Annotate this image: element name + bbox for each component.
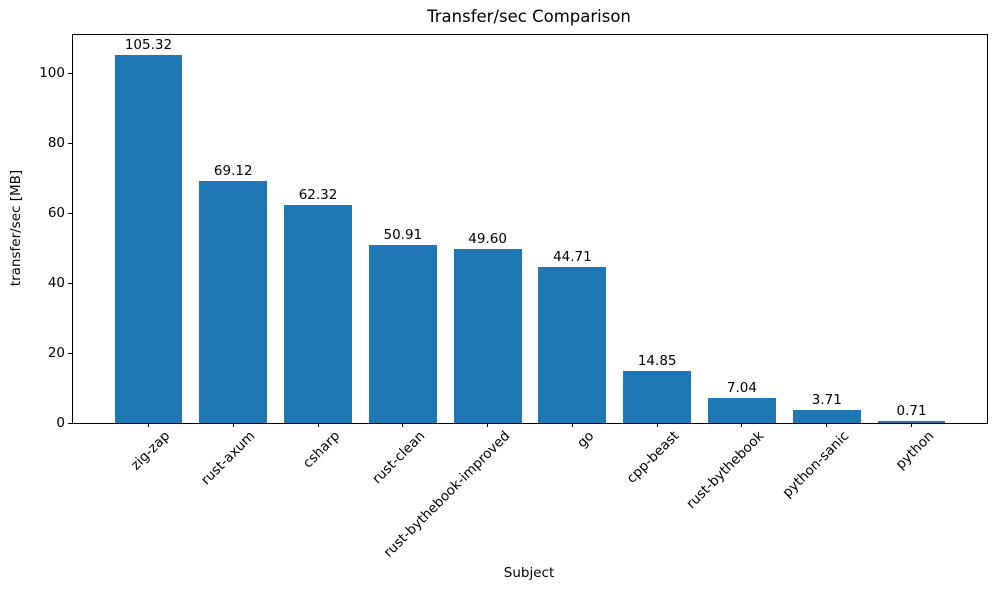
y-tick-label: 0 — [56, 415, 65, 431]
chart-title: Transfer/sec Comparison — [427, 7, 631, 26]
bar-value-label: 7.04 — [726, 380, 757, 397]
x-tick-mark — [232, 423, 234, 427]
bar-value-label: 105.32 — [124, 36, 173, 53]
x-axis-label: Subject — [503, 565, 555, 581]
y-tick-mark — [68, 212, 72, 214]
bar-value-label: 0.71 — [896, 402, 927, 419]
y-tick-label: 100 — [39, 65, 65, 82]
y-tick-mark — [68, 72, 72, 74]
x-tick-mark — [826, 423, 828, 427]
bar — [453, 249, 522, 423]
y-tick-label: 60 — [47, 205, 65, 222]
bar — [284, 204, 352, 423]
x-tick-mark — [571, 423, 573, 427]
x-tick-mark — [656, 423, 658, 427]
y-tick-mark — [68, 142, 72, 144]
x-tick-mark — [147, 423, 149, 427]
bar — [708, 398, 776, 423]
bar-value-label: 62.32 — [298, 186, 338, 203]
bar — [199, 181, 268, 423]
y-tick-mark — [68, 422, 72, 424]
bar — [623, 371, 692, 423]
x-tick-mark — [317, 423, 319, 427]
bar — [368, 244, 437, 423]
bar — [877, 420, 946, 423]
bar — [792, 410, 861, 423]
x-tick-mark — [487, 423, 489, 427]
bar — [114, 54, 183, 423]
y-tick-label: 80 — [47, 135, 65, 152]
y-tick-label: 20 — [47, 345, 65, 362]
bar-value-label: 69.12 — [213, 163, 253, 180]
y-tick-mark — [68, 282, 72, 284]
bar-value-label: 49.60 — [468, 231, 507, 248]
x-tick-mark — [911, 423, 913, 427]
bar — [538, 266, 607, 423]
y-tick-label: 40 — [47, 275, 65, 292]
bar-value-label: 3.71 — [811, 392, 842, 409]
x-tick-mark — [741, 423, 743, 427]
y-tick-mark — [68, 352, 72, 354]
bar-value-label: 14.85 — [637, 353, 677, 370]
y-axis-label: transfer/sec [MB] — [8, 169, 24, 287]
plot-area: 0 20 40 60 80 100 105.32 zig-zap 69.12 rust-axum 6… — [39, 34, 988, 561]
bar-value-label: 44.71 — [553, 248, 592, 265]
x-tick-mark — [402, 423, 404, 427]
bar-value-label: 50.91 — [383, 226, 423, 243]
